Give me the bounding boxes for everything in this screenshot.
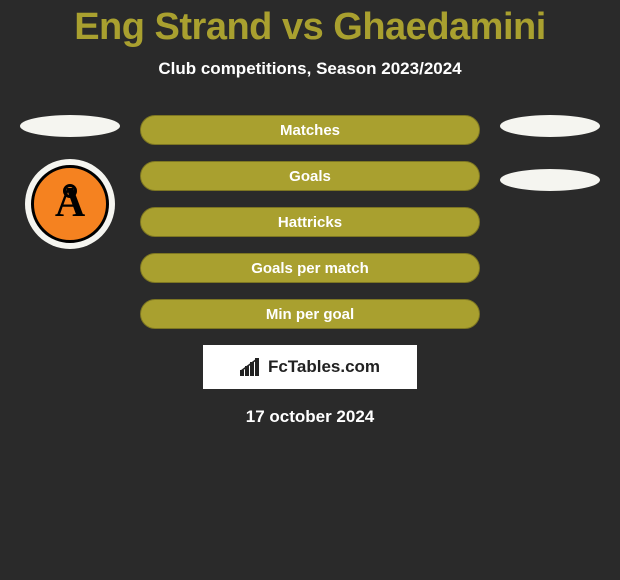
- stat-bar-goals: Goals: [140, 161, 480, 191]
- player2-name: Ghaedamini: [333, 6, 546, 48]
- player2-placeholder-1: [500, 115, 600, 137]
- page-title: Eng Strand vs Ghaedamini: [0, 0, 620, 49]
- club-logo: A: [25, 159, 115, 249]
- player2-placeholder-2: [500, 169, 600, 191]
- stat-bar-hattricks: Hattricks: [140, 207, 480, 237]
- player1-name: Eng Strand: [74, 6, 272, 48]
- club-logo-letter: A: [55, 179, 85, 227]
- stat-bar-goals-per-match: Goals per match: [140, 253, 480, 283]
- main-area: A Matches Goals Hattricks Goals per matc…: [0, 115, 620, 427]
- brand-box[interactable]: FcTables.com: [203, 345, 417, 389]
- stat-bar-matches: Matches: [140, 115, 480, 145]
- stats-column: Matches Goals Hattricks Goals per match …: [140, 115, 480, 427]
- bars-icon: [240, 358, 264, 376]
- comparison-widget: Eng Strand vs Ghaedamini Club competitio…: [0, 0, 620, 427]
- left-column: A: [10, 115, 130, 249]
- subtitle: Club competitions, Season 2023/2024: [0, 59, 620, 79]
- vs-text: vs: [272, 6, 333, 48]
- player1-placeholder: [20, 115, 120, 137]
- right-column: [490, 115, 610, 191]
- stat-bar-min-per-goal: Min per goal: [140, 299, 480, 329]
- club-logo-inner: A: [31, 165, 109, 243]
- date-label: 17 october 2024: [140, 407, 480, 427]
- brand-name: FcTables.com: [268, 357, 380, 377]
